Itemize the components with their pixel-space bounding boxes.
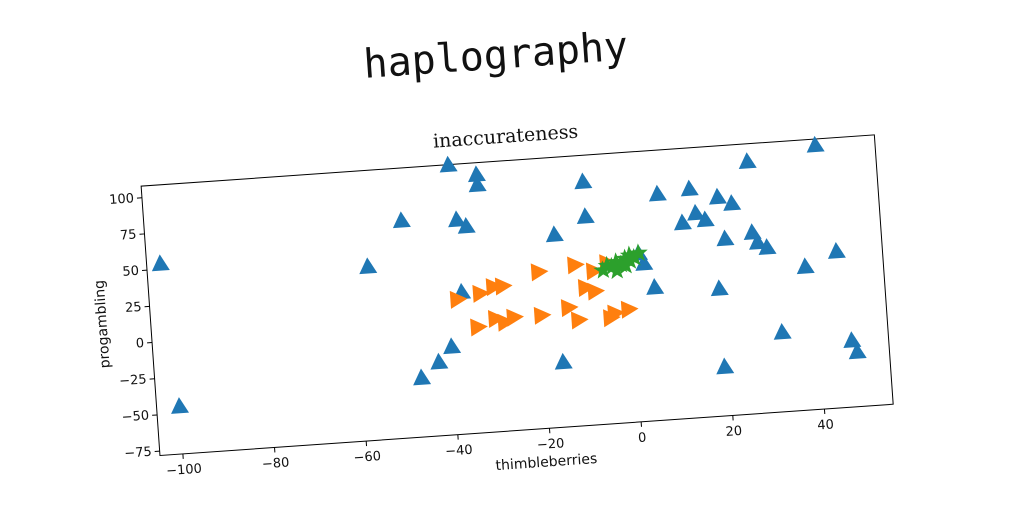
series-0-point-26 — [710, 279, 729, 297]
y-tick-label-5: 50 — [122, 264, 140, 280]
series-1-point-11 — [577, 279, 596, 297]
plot-frame — [140, 134, 894, 457]
series-0-point-27 — [716, 357, 735, 375]
series-0-point-12 — [413, 368, 432, 386]
series-0-point-25 — [709, 187, 727, 205]
y-tick-label-4: 25 — [125, 300, 143, 316]
series-2-point-11 — [615, 255, 635, 275]
series-0-point-22 — [680, 179, 699, 197]
series-0-point-13 — [545, 225, 564, 243]
series-0-point-0 — [151, 254, 170, 272]
series-0-point-23 — [687, 203, 706, 221]
series-0-point-1 — [171, 397, 190, 414]
axis-ticks: −100 −80 −60 −40 −20 0 20 40 −75 −50 −25 0 25 50 75 100 — [109, 191, 835, 479]
series-0-point-2 — [359, 257, 378, 275]
x-tick-label-6: 20 — [725, 424, 743, 440]
series-1-point-0 — [449, 290, 468, 309]
series-0 — [151, 135, 867, 414]
y-tick-label-6: 75 — [120, 228, 138, 244]
series-1-point-5 — [487, 310, 506, 328]
x-tick-label-0: −100 — [166, 462, 203, 479]
y-tick-label-7: 100 — [109, 191, 135, 208]
series-0-point-16 — [576, 207, 595, 225]
series-0-point-35 — [796, 257, 815, 275]
series-0-point-9 — [468, 175, 487, 193]
y-tick-label-1: −50 — [121, 409, 149, 426]
series-0-point-28 — [716, 229, 735, 247]
data-marks — [151, 135, 867, 414]
series-1-point-18 — [585, 262, 604, 281]
series-0-point-10 — [443, 337, 462, 355]
series-0-point-15 — [574, 172, 593, 190]
series-1-point-4 — [470, 318, 488, 337]
series-1-point-16 — [530, 263, 549, 282]
series-2-point-8 — [607, 260, 626, 280]
chart-title: inaccurateness — [432, 121, 579, 153]
series-1-point-2 — [485, 278, 504, 297]
series-1-point-15 — [620, 300, 639, 319]
series-1-point-6 — [497, 313, 516, 332]
series-0-point-4 — [439, 155, 458, 173]
x-tick-label-3: −40 — [445, 443, 473, 460]
x-tick-label-7: 40 — [817, 417, 835, 433]
series-0-point-20 — [648, 184, 667, 202]
series-1-point-12 — [587, 282, 606, 301]
series-0-point-14 — [554, 352, 573, 370]
series-1-point-7 — [506, 308, 524, 327]
series-1-point-10 — [570, 311, 589, 330]
series-0-point-37 — [827, 242, 846, 259]
series-0-point-29 — [723, 194, 742, 211]
series-0-point-32 — [758, 238, 777, 255]
series-0-point-6 — [448, 210, 467, 228]
x-tick-label-2: −60 — [353, 449, 381, 466]
x-tick-label-4: −20 — [536, 436, 564, 453]
x-tick-label-5: 0 — [638, 431, 647, 447]
series-0-point-31 — [749, 233, 767, 250]
series-0-point-18 — [635, 254, 654, 271]
series-0-point-36 — [806, 135, 825, 153]
series-0-point-33 — [738, 152, 757, 170]
series-0-point-3 — [392, 211, 411, 229]
series-1-point-9 — [560, 299, 579, 318]
series-1 — [449, 254, 639, 337]
series-2-point-9 — [620, 251, 640, 270]
series-1-point-17 — [567, 256, 585, 275]
series-2-point-10 — [628, 243, 648, 262]
series-0-point-7 — [457, 217, 476, 234]
series-1-point-3 — [494, 277, 513, 296]
series-0-point-39 — [848, 342, 867, 360]
series-2 — [593, 243, 648, 280]
x-tick-label-1: −80 — [261, 456, 289, 473]
series-0-point-24 — [696, 210, 715, 228]
y-tick-label-2: −25 — [119, 372, 147, 389]
series-0-point-8 — [467, 165, 486, 183]
series-1-point-1 — [472, 284, 491, 303]
series-2-point-7 — [624, 248, 644, 267]
axes-group: inaccurateness thimbleberries progamblin… — [92, 121, 894, 479]
series-0-point-11 — [430, 352, 449, 370]
series-0-point-19 — [646, 278, 665, 295]
series-1-point-8 — [533, 306, 552, 325]
y-tick-label-3: 0 — [135, 336, 144, 352]
series-1-point-14 — [607, 304, 625, 323]
y-tick-label-0: −75 — [124, 445, 152, 462]
series-0-point-21 — [673, 213, 692, 231]
y-axis-label: progambling — [92, 280, 114, 369]
series-0-point-34 — [773, 322, 792, 340]
x-axis-label: thimbleberries — [495, 451, 598, 474]
